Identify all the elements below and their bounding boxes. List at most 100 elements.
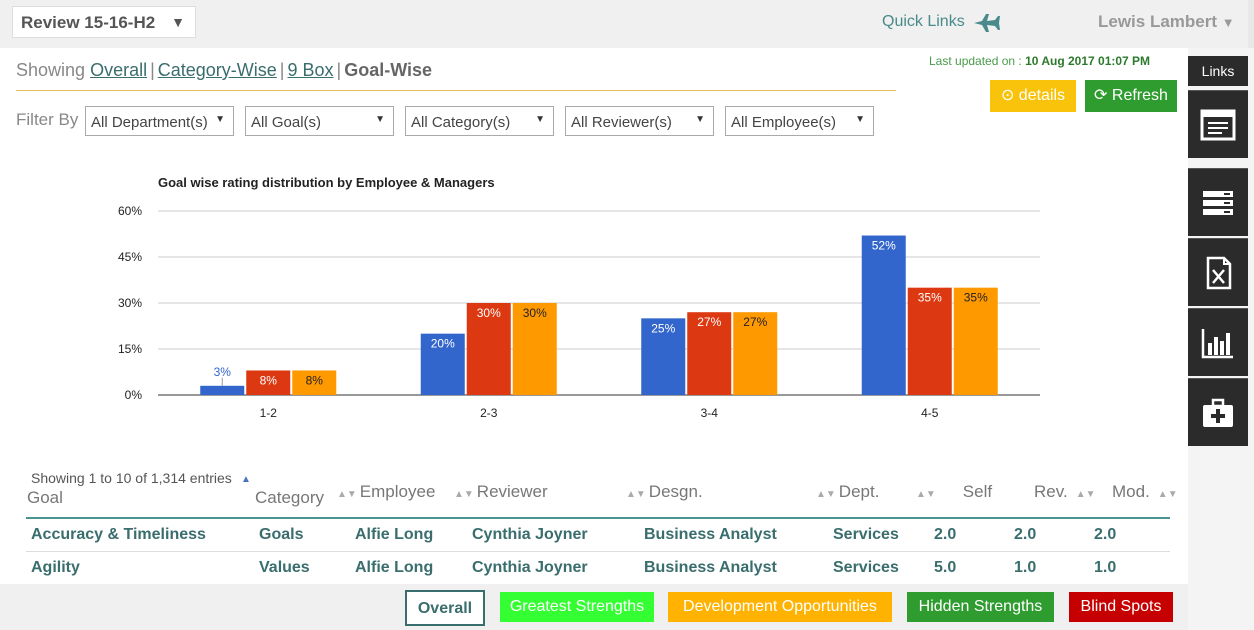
bar-data-label: 27%: [743, 315, 767, 329]
review-selector[interactable]: Review 15-16-H2 ▼: [12, 6, 196, 38]
table-cell: Values: [259, 559, 310, 576]
development-opportunities-tab[interactable]: Development Opportunities: [668, 592, 892, 622]
department-filter-value: All Department(s): [91, 114, 208, 131]
chevron-down-icon: ▼: [1221, 15, 1235, 30]
table-cell: Services: [833, 526, 899, 543]
table-cell: Cynthia Joyner: [472, 526, 588, 543]
review-selector-label: Review 15-16-H2: [21, 13, 156, 32]
bar-data-label: 30%: [477, 306, 501, 320]
blind-spots-tab[interactable]: Blind Spots: [1069, 592, 1173, 622]
sort-icon: ▲▼: [816, 489, 836, 500]
table-cell: Agility: [31, 559, 80, 576]
sort-icon: ▲▼: [337, 489, 357, 500]
column-header-rev-label: Rev.: [1034, 482, 1068, 501]
circle-icon: ⊙: [1000, 87, 1015, 104]
table-cell: Alfie Long: [355, 526, 434, 543]
x-tick-label: 1-2: [260, 406, 278, 420]
filter-label: Filter By: [16, 110, 79, 129]
chart-bar: [512, 303, 557, 395]
chart-bar: [733, 312, 778, 395]
column-header-reviewer[interactable]: ▲▼ Reviewer: [454, 482, 548, 502]
sort-icon: ▲▼: [454, 489, 474, 500]
view-current-goal-wise: Goal-Wise: [344, 60, 433, 80]
goal-filter[interactable]: All Goal(s) ▼: [245, 106, 394, 136]
bar-data-label: 35%: [918, 291, 942, 305]
chevron-down-icon: ▼: [171, 14, 185, 30]
view-link-overall[interactable]: Overall: [90, 60, 148, 80]
excel-icon: [1206, 256, 1232, 290]
view-link-category-wise[interactable]: Category-Wise: [157, 60, 277, 80]
bar-data-label: 52%: [872, 239, 896, 253]
chart-bar: [246, 370, 291, 395]
chart-bar: [466, 303, 511, 395]
table-cell: 1.0: [1094, 559, 1117, 576]
hidden-strengths-tab[interactable]: Hidden Strengths: [907, 592, 1054, 622]
quick-links-link[interactable]: Quick Links: [882, 13, 965, 30]
y-tick-label: 15%: [118, 342, 142, 356]
details-label: details: [1018, 87, 1066, 104]
window-edge: [1248, 0, 1254, 80]
caret-down-icon: ▼: [375, 114, 385, 125]
employee-filter[interactable]: All Employee(s) ▼: [725, 106, 874, 136]
chart-bar: [953, 287, 998, 395]
medical-kit-icon: [1203, 398, 1233, 427]
greatest-strengths-tab[interactable]: Greatest Strengths: [500, 592, 654, 622]
analytics-link[interactable]: [1188, 308, 1248, 376]
user-menu[interactable]: Lewis Lambert ▼: [1098, 12, 1235, 32]
column-header-employee[interactable]: ▲▼ Employee: [337, 482, 435, 502]
airplane-icon[interactable]: [972, 12, 1002, 34]
view-switcher: Showing Overall | Category-Wise | 9 Box | Goal…: [16, 60, 433, 80]
chart-bar: [861, 235, 906, 395]
chart-bar: [907, 287, 952, 395]
table-cell: 2.0: [1014, 526, 1037, 543]
table-cell: Alfie Long: [355, 559, 434, 576]
showing-label: Showing: [16, 60, 86, 80]
department-filter[interactable]: All Department(s) ▼: [85, 106, 234, 136]
top-bar: [0, 0, 1254, 48]
reviewer-filter[interactable]: All Reviewer(s) ▼: [565, 106, 714, 136]
table-cell: Cynthia Joyner: [472, 559, 588, 576]
category-filter[interactable]: All Category(s) ▼: [405, 106, 554, 136]
report-link[interactable]: [1188, 90, 1248, 158]
bar-data-label: 30%: [523, 306, 547, 320]
column-header-goal-label: Goal: [27, 488, 63, 507]
column-header-goal[interactable]: Goal: [27, 488, 63, 508]
table-cell: Business Analyst: [644, 559, 777, 576]
column-header-self[interactable]: ▲▼ Self: [916, 482, 992, 502]
column-header-department-label: Dept.: [838, 482, 880, 501]
user-name: Lewis Lambert: [1098, 12, 1218, 31]
caret-down-icon: ▼: [535, 114, 545, 125]
column-header-employee-label: Employee: [359, 482, 436, 501]
table-cell: Accuracy & Timeliness: [31, 526, 206, 543]
overall-tab[interactable]: Overall: [405, 590, 485, 626]
excel-export-link[interactable]: [1188, 238, 1248, 306]
refresh-label: Refresh: [1111, 87, 1168, 104]
sort-icon: ▲▼: [1157, 489, 1178, 500]
column-header-moderated[interactable]: Mod. ▲▼: [1112, 482, 1181, 502]
caret-down-icon: ▼: [215, 114, 225, 125]
column-header-reviewer-rating[interactable]: Rev. ▲▼: [1034, 482, 1099, 502]
caret-down-icon: ▼: [695, 114, 705, 125]
report-icon: [1200, 109, 1236, 141]
table-cell: 1.0: [1014, 559, 1037, 576]
table-header-divider: [26, 517, 1170, 519]
bar-data-label: 8%: [260, 373, 278, 387]
medical-kit-link[interactable]: [1188, 378, 1248, 446]
column-header-designation[interactable]: ▲▼ Desgn.: [626, 482, 703, 502]
column-header-reviewer-label: Reviewer: [476, 482, 548, 501]
chart-bar: [420, 333, 465, 395]
last-updated-value: 10 Aug 2017 01:07 PM: [1025, 54, 1151, 68]
sort-asc-icon: ▲: [241, 474, 251, 485]
table-cell: 2.0: [1094, 526, 1117, 543]
column-header-department[interactable]: ▲▼ Dept.: [816, 482, 879, 502]
column-header-category[interactable]: Category: [255, 488, 324, 508]
bar-data-label: 35%: [964, 291, 988, 305]
refresh-button[interactable]: ⟳ Refresh: [1085, 80, 1177, 112]
bar-data-label: 27%: [697, 315, 721, 329]
list-link[interactable]: [1188, 168, 1248, 236]
caret-down-icon: ▼: [855, 114, 865, 125]
category-filter-value: All Category(s): [411, 114, 511, 131]
employee-filter-value: All Employee(s): [731, 114, 837, 131]
details-button[interactable]: ⊙ details: [990, 80, 1076, 112]
view-link-9-box[interactable]: 9 Box: [287, 60, 334, 80]
